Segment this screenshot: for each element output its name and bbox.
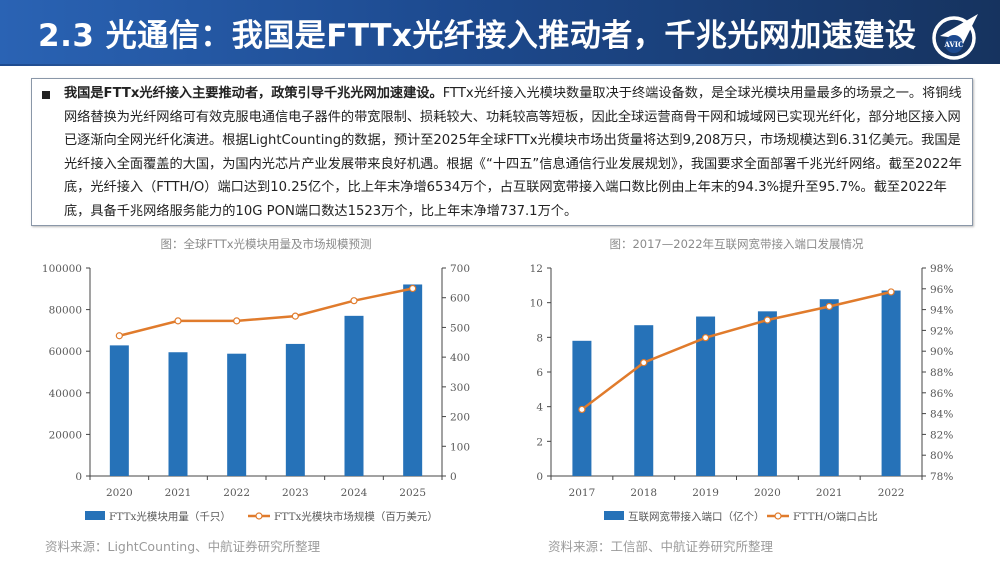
legend-line-marker — [774, 512, 782, 520]
legend-line-label: FTTx光模块市场规模（百万美元） — [274, 510, 438, 523]
bar — [227, 353, 247, 476]
right-tick-label: 100 — [450, 441, 470, 453]
line-point — [115, 332, 123, 340]
left-tick-label: 20000 — [49, 429, 82, 441]
left-tick-label: 80000 — [49, 305, 82, 317]
bar — [696, 316, 716, 476]
x-tick-label: 2018 — [630, 487, 657, 499]
right-tick-label: 500 — [450, 322, 470, 334]
line-series — [119, 287, 413, 337]
right-tick-label: 600 — [450, 293, 470, 305]
bar — [109, 345, 129, 476]
right-tick-label: 400 — [450, 352, 470, 364]
left-tick-label: 0 — [75, 471, 82, 483]
line-point — [174, 317, 182, 325]
x-tick-label: 2024 — [341, 487, 368, 499]
bar — [819, 299, 839, 476]
summary-box: 我国是FTTx光纤接入主要推动者，政策引导千兆光网加速建设。FTTx光纤接入光模… — [31, 78, 973, 226]
right-tick-label: 92% — [930, 325, 953, 337]
line-point — [409, 284, 417, 293]
left-tick-label: 40000 — [49, 388, 82, 400]
line-point — [887, 288, 895, 296]
legend-bar-swatch — [604, 511, 624, 520]
right-tick-label: 700 — [450, 263, 470, 275]
right-tick-label: 98% — [930, 263, 953, 275]
right-tick-label: 78% — [930, 471, 953, 483]
chart1-title: 图：全球FTTx光模块用量及市场规模预测 — [160, 237, 372, 251]
bar — [881, 290, 901, 476]
line-point — [763, 316, 772, 324]
chart1-svg: 0 20000 40000 60000 80000 100000 0 100 200 300 400… — [42, 263, 470, 523]
x-tick-label: 2022 — [878, 487, 905, 499]
right-tick-label: 82% — [930, 429, 953, 441]
line-point — [350, 297, 358, 305]
left-tick-label: 100000 — [42, 263, 82, 275]
x-tick-label: 2023 — [282, 487, 309, 499]
left-tick-label: 4 — [536, 402, 543, 414]
right-tick-label: 300 — [450, 382, 470, 394]
right-tick-label: 0 — [450, 471, 457, 483]
bar — [403, 284, 423, 476]
x-tick-label: 2022 — [223, 487, 250, 499]
page-title: 2.3 光通信：我国是FTTx光纤接入推动者，千兆光网加速建设 — [38, 18, 917, 54]
line-point — [640, 359, 648, 367]
line-point — [291, 312, 299, 320]
x-tick-label: 2020 — [106, 487, 133, 499]
left-tick-label: 2 — [536, 436, 543, 448]
x-tick-label: 2021 — [165, 487, 192, 499]
x-tick-label: 2020 — [754, 487, 781, 499]
summary-lead: 我国是FTTx光纤接入主要推动者，政策引导千兆光网加速建设。 — [64, 86, 443, 101]
summary-body: FTTx光纤接入光模块数量取决于终端设备数，是全球光模块用量最多的场景之一。将铜… — [64, 86, 962, 219]
chart2-source: 资料来源：工信部、中航证券研究所整理 — [548, 539, 774, 554]
legend-line-marker — [255, 512, 263, 520]
x-tick-label: 2019 — [692, 487, 719, 499]
chart2-title: 图：2017—2022年互联网宽带接入端口发展情况 — [609, 237, 864, 251]
left-tick-label: 8 — [536, 332, 543, 344]
x-tick-label: 2017 — [569, 487, 596, 499]
legend-bar-swatch — [85, 511, 105, 520]
right-tick-label: 86% — [930, 388, 953, 400]
left-tick-label: 6 — [536, 367, 543, 379]
right-tick-label: 88% — [930, 367, 953, 379]
left-tick-label: 12 — [530, 263, 543, 275]
left-tick-label: 10 — [530, 298, 543, 310]
bar — [285, 343, 305, 476]
legend-bar-label: 互联网宽带接入端口（亿个） — [628, 510, 765, 523]
bar — [757, 311, 777, 476]
bar — [634, 325, 654, 476]
line-series — [581, 290, 892, 411]
left-tick-label: 0 — [536, 471, 543, 483]
right-tick-label: 94% — [930, 305, 953, 317]
summary-paragraph: 我国是FTTx光纤接入主要推动者，政策引导千兆光网加速建设。FTTx光纤接入光模… — [64, 82, 966, 224]
left-tick-label: 60000 — [49, 346, 82, 358]
legend-bar-label: FTTx光模块用量（千只） — [109, 510, 231, 523]
bar — [344, 315, 364, 476]
right-tick-label: 90% — [930, 346, 953, 358]
right-tick-label: 96% — [930, 284, 953, 296]
x-tick-label: 2025 — [399, 487, 426, 499]
chart1-source: 资料来源：LightCounting、中航证券研究所整理 — [45, 539, 321, 554]
line-point — [701, 334, 710, 342]
right-tick-label: 84% — [930, 409, 953, 421]
legend-line-label: FTTH/O端口占比 — [793, 510, 878, 523]
line-point — [578, 405, 586, 414]
line-point — [825, 302, 833, 311]
logo-text: AVIC — [943, 40, 964, 49]
header-banner: 2.3 光通信：我国是FTTx光纤接入推动者，千兆光网加速建设 AVIC — [0, 0, 1000, 64]
chart2-svg: 0 2 4 6 8 10 12 78% 80% 82% 84% 86% 88% 90% 92% 94% 96% 9… — [530, 263, 954, 523]
line-point — [233, 317, 241, 325]
right-tick-label: 80% — [930, 450, 953, 462]
right-tick-label: 200 — [450, 412, 470, 424]
avic-logo-icon: AVIC — [932, 14, 978, 60]
bullet-icon — [42, 91, 50, 99]
header-divider — [0, 64, 960, 66]
bar — [168, 352, 188, 476]
x-tick-label: 2021 — [816, 487, 843, 499]
